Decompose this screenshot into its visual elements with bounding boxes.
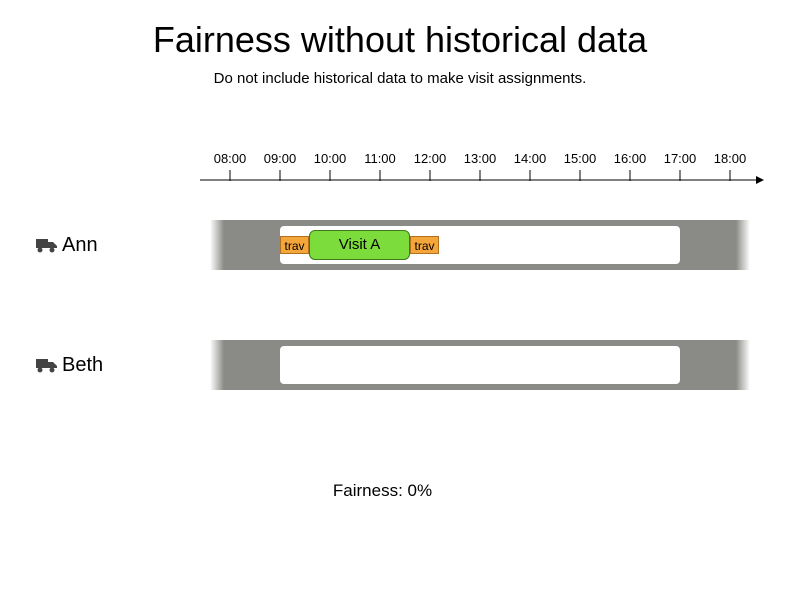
timeline-hour-label: 16:00 <box>614 151 647 166</box>
timeline-hour-label: 11:00 <box>364 151 396 166</box>
timeline-hour-label: 17:00 <box>664 151 697 166</box>
page-title: Fairness without historical data <box>152 19 648 60</box>
timeline-hour-label: 15:00 <box>564 151 597 166</box>
timeline-hour-label: 08:00 <box>214 151 247 166</box>
timeline-hour-label: 13:00 <box>464 151 497 166</box>
timeline-hour-label: 14:00 <box>514 151 547 166</box>
timeline-arrowhead <box>756 176 764 184</box>
employee-name-ann: Ann <box>62 233 98 256</box>
row-label-beth: Beth <box>36 353 103 377</box>
travel-before-visit-a[interactable]: trav <box>280 236 309 254</box>
fairness-score: Fairness: 0% <box>332 481 433 500</box>
timeline-hour-label: 10:00 <box>314 151 347 166</box>
row-label-ann: Ann <box>36 233 98 257</box>
timeline-axis: 08:00 09:00 10:00 11:00 12:00 13:00 14:00 15:00… <box>200 151 764 184</box>
page-subtitle: Do not include historical data to make v… <box>213 70 587 87</box>
timeline-hour-label: 09:00 <box>264 151 297 166</box>
truck-icon <box>36 239 57 253</box>
employee-name-beth: Beth <box>62 353 104 376</box>
lane-beth <box>210 340 750 390</box>
timeline-hour-label: 12:00 <box>414 151 447 166</box>
visit-a[interactable]: Visit A <box>309 230 410 260</box>
travel-after-visit-a[interactable]: trav <box>410 236 439 254</box>
truck-icon <box>36 359 57 373</box>
shift-beth <box>280 346 680 384</box>
timeline-hour-label: 18:00 <box>714 151 747 166</box>
